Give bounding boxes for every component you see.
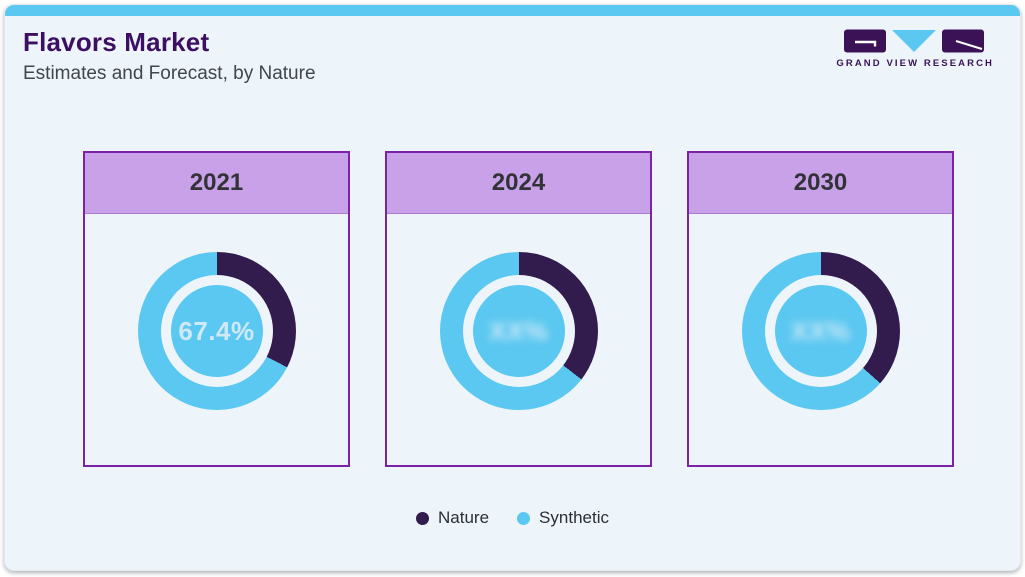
legend-label: Nature	[438, 508, 490, 527]
legend: Nature Synthetic	[5, 508, 1020, 528]
share-value-label: XX%	[488, 315, 549, 346]
accent-bar	[5, 5, 1020, 16]
legend-label: Synthetic	[539, 508, 609, 527]
page-subtitle: Estimates and Forecast, by Nature	[23, 63, 316, 84]
card-year-label: 2024	[387, 153, 650, 214]
card-body: 67.4%	[85, 214, 348, 465]
nature-dot-icon	[416, 511, 430, 525]
share-value-label: 67.4%	[178, 315, 255, 346]
page-title: Flavors Market	[23, 27, 210, 57]
card-2030: 2030 XX%	[687, 151, 954, 467]
card-year-label: 2030	[689, 153, 952, 214]
card-year-label: 2021	[85, 153, 348, 214]
title-block: Flavors Market Estimates and Forecast, b…	[23, 27, 316, 85]
legend-item-nature: Nature	[416, 508, 489, 528]
panel: Flavors Market Estimates and Forecast, b…	[4, 4, 1021, 571]
donut-chart-2021: 67.4%	[137, 252, 296, 410]
donut-inner-circle: XX%	[472, 285, 565, 377]
card-2021: 2021 67.4%	[83, 151, 350, 467]
donut-chart-2024: XX%	[439, 252, 598, 410]
share-value-label: XX%	[790, 315, 851, 346]
card-2024: 2024 XX%	[385, 151, 652, 467]
legend-item-synthetic: Synthetic	[517, 508, 609, 528]
gvr-logo-icon	[844, 29, 985, 53]
year-cards: 2021 67.4% 2024 XX%	[83, 151, 954, 467]
card-body: XX%	[689, 214, 952, 465]
synthetic-dot-icon	[517, 511, 531, 525]
donut-chart-2030: XX%	[741, 252, 900, 410]
donut-inner-circle: XX%	[774, 285, 867, 377]
donut-inner-circle: 67.4%	[170, 285, 263, 377]
brand-name: GRAND VIEW RESEARCH	[836, 58, 994, 69]
card-body: XX%	[387, 214, 650, 465]
brand-logo: GRAND VIEW RESEARCH	[836, 29, 994, 69]
